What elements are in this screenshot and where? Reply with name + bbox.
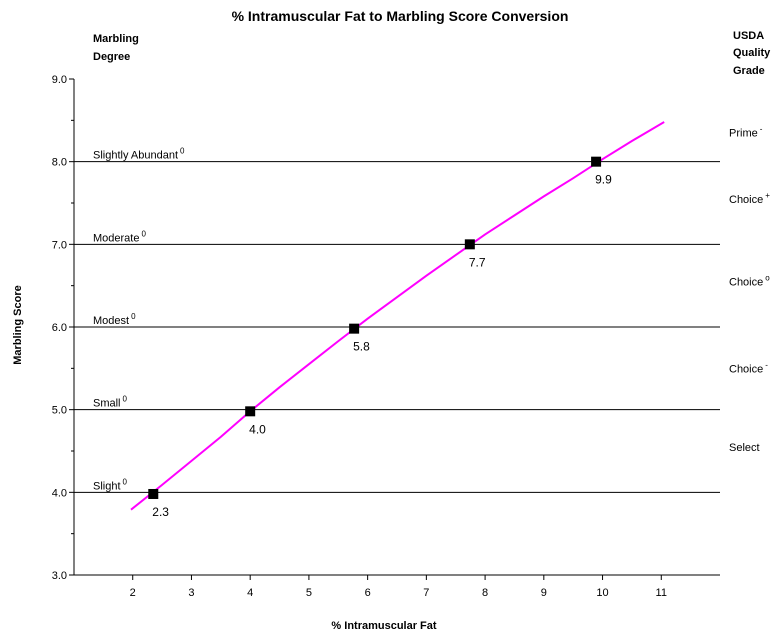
marbling-degree-label: Small 0 [93,395,128,410]
x-tick-label: 8 [482,587,488,599]
marbling-degree-label: Modest 0 [93,312,136,327]
conversion-curve [130,121,665,511]
plot-area: 3.0 4.0 5.0 6.0 7.0 8.0 9.0 2 3 4 5 6 7 8 9 10 11 2.3 4.0 5… [52,74,771,599]
data-point-marker [148,488,159,499]
x-tick-label: 4 [247,587,253,599]
x-axis-title: % Intramuscular Fat [331,620,436,632]
x-tick-label: 5 [306,587,312,599]
quality-grade-label: Choice - [729,360,768,375]
quality-grade-superscript: - [765,360,768,369]
quality-grade-label: Select [729,442,760,454]
marbling-degree-name: Small [93,398,121,410]
marbling-degree-name: Modest [93,315,129,327]
marbling-degree-superscript: 0 [141,229,146,238]
quality-grade-superscript: - [760,125,763,134]
y-tick-label: 8.0 [52,157,67,169]
quality-grade-name: Choice [729,277,763,289]
quality-grade-header-line-1: USDA [733,30,764,42]
quality-grade-header: USDA Quality Grade [733,30,773,77]
quality-grade-header-line-3: Grade [733,65,765,77]
marbling-degree-header-line-1: Marbling [93,33,139,45]
y-axis-title: Marbling Score [12,285,24,364]
data-point-label: 4.0 [249,422,266,436]
quality-grade-superscript: o [765,274,770,283]
quality-grade-name: Prime [729,128,758,140]
y-tick-label: 7.0 [52,239,67,251]
quality-grade-name: Choice [729,363,763,375]
data-point-marker [349,323,360,334]
data-point-label: 9.9 [595,173,612,187]
quality-grade-name: Choice [729,194,763,206]
x-tick-label: 9 [541,587,547,599]
quality-grade-label: Prime - [729,125,763,140]
marbling-degree-superscript: 0 [123,477,128,486]
x-tick-label: 2 [130,587,136,599]
quality-grade-label: Choice + [729,191,770,206]
marbling-degree-label: Slight 0 [93,477,128,492]
y-tick-label: 5.0 [52,405,67,417]
y-tick-label: 3.0 [52,570,67,582]
quality-grade-name: Select [729,442,760,454]
marbling-degree-name: Slightly Abundant [93,150,178,162]
x-tick-label: 10 [596,587,608,599]
data-point-marker [245,406,256,417]
quality-grade-superscript: + [765,191,770,200]
marbling-degree-superscript: 0 [131,312,136,321]
quality-grade-header-line-2: Quality [733,47,771,59]
x-tick-label: 6 [365,587,371,599]
marbling-degree-superscript: 0 [123,395,128,404]
marbling-degree-label: Slightly Abundant 0 [93,147,185,162]
marbling-degree-header: Marbling Degree [93,33,142,63]
quality-grade-label: Choice o [729,274,770,289]
x-tick-label: 11 [656,587,667,599]
y-tick-label: 6.0 [52,322,67,334]
marbling-degree-label: Moderate 0 [93,229,146,244]
data-point-marker [591,156,602,167]
marbling-degree-name: Slight [93,480,121,492]
y-tick-label: 9.0 [52,74,67,86]
marbling-degree-header-line-2: Degree [93,51,130,63]
x-tick-label: 3 [188,587,194,599]
data-point-label: 5.8 [353,340,370,354]
data-point-label: 7.7 [469,255,486,269]
chart-title: % Intramuscular Fat to Marbling Score Co… [232,8,569,24]
x-tick-label: 7 [423,587,429,599]
marbling-degree-name: Moderate [93,232,139,244]
data-point-marker [464,239,475,250]
marbling-degree-superscript: 0 [180,147,185,156]
y-tick-label: 4.0 [52,487,67,499]
data-point-label: 2.3 [152,505,169,519]
